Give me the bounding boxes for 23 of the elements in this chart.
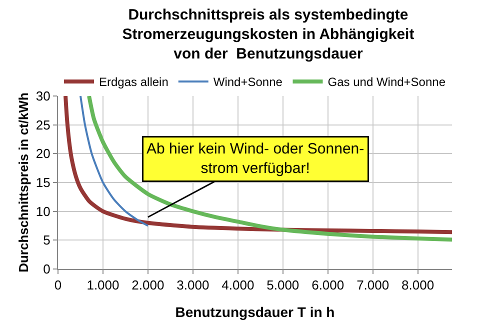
- legend-label: Gas und Wind+Sonne: [328, 75, 446, 90]
- x-tick-label: 3.000: [176, 278, 210, 293]
- x-tick-label: 8.000: [402, 278, 434, 293]
- legend-label: Erdgas allein: [99, 75, 168, 90]
- y-axis-title: Durchschnittspreis in ct/kWh: [16, 92, 31, 272]
- x-tick-label: 1.000: [86, 278, 120, 293]
- x-axis-title: Benutzungsdauer T in h: [175, 304, 335, 320]
- x-tick-label: 7.000: [356, 278, 390, 293]
- x-tick-label: 4.000: [222, 278, 254, 293]
- x-tick-label: 5.000: [266, 278, 300, 293]
- legend-label: Wind+Sonne: [213, 75, 283, 90]
- x-tick-label: 6.000: [312, 278, 344, 293]
- y-tick-label: 30: [36, 88, 50, 104]
- y-tick-label: 5: [43, 232, 50, 248]
- x-tick-label: 2.000: [132, 278, 164, 293]
- y-tick-label: 0: [43, 262, 50, 277]
- y-tick-label: 10: [36, 204, 50, 219]
- y-tick-label: 20: [36, 146, 50, 162]
- chart-title: Durchschnittspreis als systembedingte Stromerzeugungskosten in Abhängigkeit von der Benutzungsdauer: [122, 6, 414, 63]
- y-tick-label: 15: [36, 175, 50, 190]
- y-tick-label: 25: [36, 117, 50, 132]
- annotation: Ab hier kein Wind- oder Sonnen- strom verfügbar!: [146, 140, 364, 177]
- x-tick-label: 0: [54, 278, 62, 293]
